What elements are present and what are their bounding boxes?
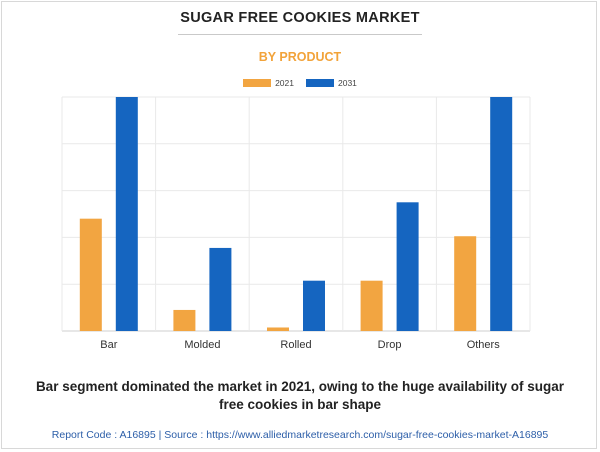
bar-2021-bar (79, 218, 102, 331)
bar-2031-molded (209, 247, 232, 331)
legend-label-2021: 2021 (275, 78, 294, 88)
bar-chart: Bar Molded Rolled Drop Others (61, 96, 531, 351)
legend-label-2031: 2031 (338, 78, 357, 88)
source-footer: Report Code : A16895 | Source : https://… (51, 429, 549, 441)
x-tick-label: Rolled (280, 339, 311, 351)
x-tick-label: Others (467, 339, 501, 351)
bar-2021-molded (173, 309, 196, 331)
legend-item-2021: 2021 (243, 78, 294, 88)
x-tick-label: Bar (100, 339, 117, 351)
bar-2031-rolled (303, 280, 325, 331)
legend-swatch-2021 (243, 79, 272, 87)
chart-subtitle: BY PRODUCT (258, 50, 342, 64)
x-tick-label: Molded (184, 339, 220, 351)
chart-title: SUGAR FREE COOKIES MARKET (180, 10, 420, 26)
bar-2021-others (454, 236, 477, 331)
legend-swatch-2031 (306, 79, 334, 87)
legend-item-2031: 2031 (306, 78, 357, 88)
bar-2021-drop (360, 280, 383, 331)
legend: 2021 2031 (0, 76, 600, 90)
x-tick-label: Drop (378, 339, 402, 351)
bar-2031-others (490, 97, 513, 331)
chart-caption: Bar segment dominated the market in 2021… (35, 379, 565, 412)
bar-2021-rolled (267, 327, 289, 331)
title-divider (178, 34, 422, 35)
bar-2031-bar (115, 97, 138, 331)
bar-2031-drop (396, 202, 419, 331)
